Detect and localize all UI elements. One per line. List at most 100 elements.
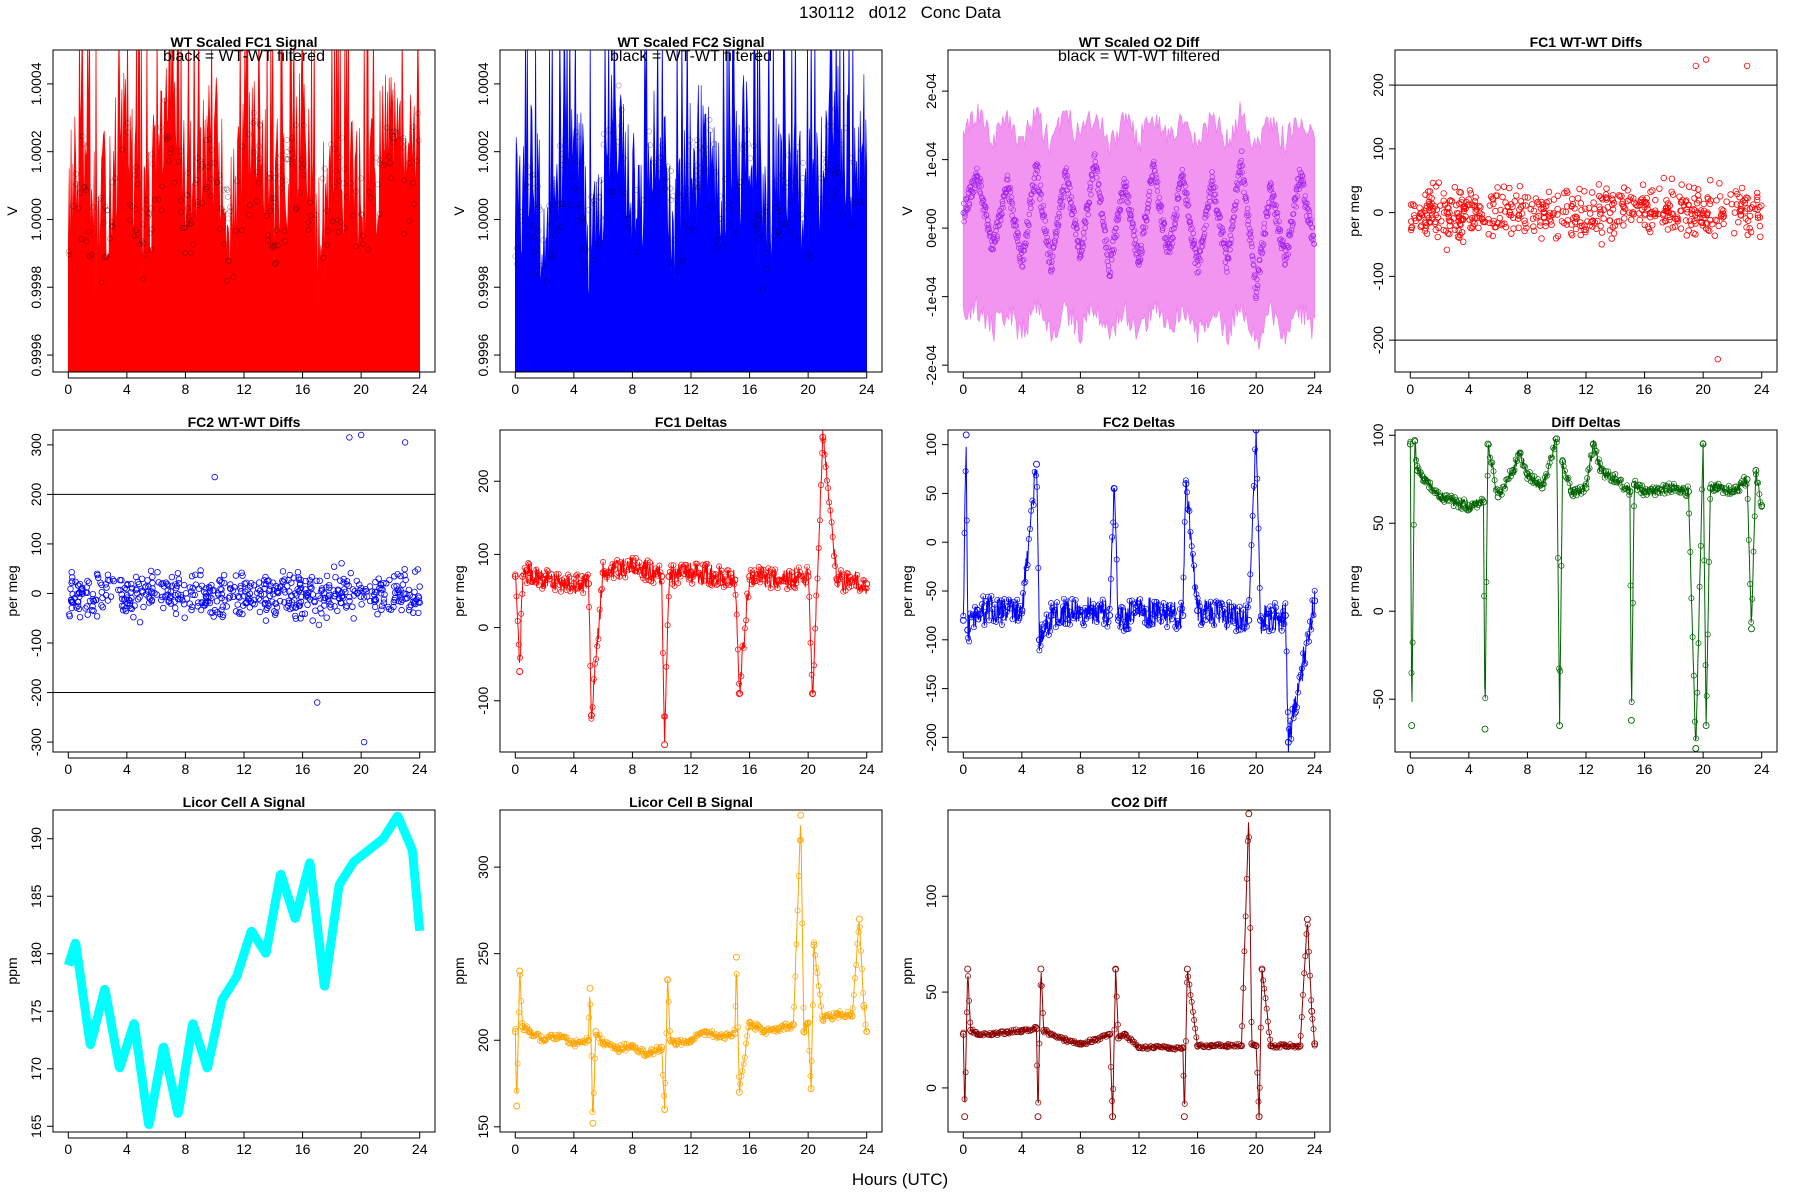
data-point	[1549, 454, 1555, 461]
data-point	[224, 277, 231, 284]
data-point	[390, 134, 397, 141]
data-point	[1441, 498, 1448, 505]
data-point	[852, 178, 859, 185]
data-point	[1205, 604, 1212, 611]
data-point	[1461, 496, 1468, 503]
data-point	[1085, 212, 1091, 218]
data-point	[1737, 212, 1745, 219]
data-point	[1558, 218, 1566, 225]
series-line	[64, 811, 425, 1130]
data-point	[1138, 242, 1144, 249]
data-point	[253, 589, 261, 597]
y-axis-label: ppm	[4, 957, 20, 984]
data-point	[1468, 201, 1476, 208]
data-point	[1427, 202, 1434, 209]
data-point	[609, 188, 616, 195]
y-tick-label: 0.9996	[28, 333, 44, 376]
data-point	[391, 128, 397, 135]
data-point	[1554, 232, 1562, 240]
y-tick-label: 0.9998	[28, 266, 44, 309]
data-point	[1022, 243, 1029, 249]
data-point	[1089, 171, 1095, 177]
data-point	[167, 150, 174, 157]
data-point	[1749, 595, 1756, 602]
data-point	[1410, 521, 1417, 528]
data-point	[1210, 184, 1216, 191]
data-point	[664, 174, 671, 181]
data-point	[1034, 483, 1041, 490]
data-point	[816, 517, 823, 524]
data-point	[1418, 209, 1425, 216]
data-point	[760, 217, 766, 223]
data-point	[1193, 591, 1200, 598]
data-point-key	[1223, 1042, 1231, 1050]
data-point	[1174, 192, 1181, 198]
data-point	[1128, 212, 1135, 219]
data-point	[1631, 503, 1637, 510]
data-point	[1235, 182, 1241, 188]
data-point	[818, 175, 824, 182]
data-point	[1045, 242, 1051, 248]
data-point	[292, 206, 299, 213]
data-point	[1607, 477, 1614, 484]
data-point	[1248, 1019, 1255, 1025]
data-point-key	[790, 1021, 797, 1029]
plot-area	[959, 430, 1319, 752]
data-point	[1639, 181, 1647, 188]
data-point	[263, 580, 270, 588]
data-point	[1055, 222, 1062, 228]
data-point	[1166, 244, 1172, 250]
data-point	[1059, 202, 1066, 208]
data-point	[103, 584, 110, 591]
data-point	[415, 137, 422, 144]
data-point	[278, 184, 285, 191]
data-point	[670, 562, 677, 569]
data-point	[135, 181, 141, 188]
data-point	[787, 229, 794, 236]
data-point	[988, 592, 995, 599]
data-point	[579, 246, 585, 253]
x-tick-label: 20	[1248, 761, 1264, 777]
x-tick-label: 0	[511, 1141, 519, 1157]
data-point	[1216, 223, 1223, 229]
data-point	[243, 599, 250, 606]
data-point	[1427, 479, 1434, 486]
data-point	[706, 117, 713, 123]
data-point	[829, 123, 836, 130]
data-point	[1290, 211, 1297, 217]
data-point-key	[1707, 484, 1714, 492]
data-point	[608, 564, 615, 571]
y-tick-label: -200	[1370, 326, 1386, 354]
data-point	[852, 198, 859, 205]
data-point	[335, 228, 342, 235]
x-tick-label: 16	[1190, 381, 1206, 397]
data-point	[112, 175, 118, 182]
data-point	[133, 164, 140, 171]
y-tick-label: -150	[923, 674, 939, 702]
data-point	[324, 242, 330, 248]
data-point	[534, 183, 541, 190]
data-point	[1256, 267, 1262, 273]
data-point	[1744, 194, 1751, 202]
data-point	[1730, 229, 1738, 237]
data-point	[371, 588, 379, 595]
data-point	[1043, 611, 1050, 618]
data-point	[343, 604, 350, 611]
data-point	[1741, 199, 1748, 207]
data-point	[394, 586, 401, 593]
data-point	[166, 594, 173, 601]
data-point	[671, 237, 678, 244]
data-point	[587, 1001, 594, 1008]
data-point	[1559, 208, 1567, 215]
data-point	[1481, 593, 1488, 599]
data-point	[328, 141, 335, 148]
data-point	[257, 597, 264, 604]
data-point	[1455, 227, 1462, 234]
data-point	[1648, 208, 1655, 216]
data-point	[1011, 216, 1018, 223]
data-point	[1540, 205, 1547, 212]
data-point	[1668, 210, 1675, 217]
data-point	[1595, 181, 1603, 188]
data-point	[206, 585, 213, 592]
data-point	[680, 257, 686, 264]
